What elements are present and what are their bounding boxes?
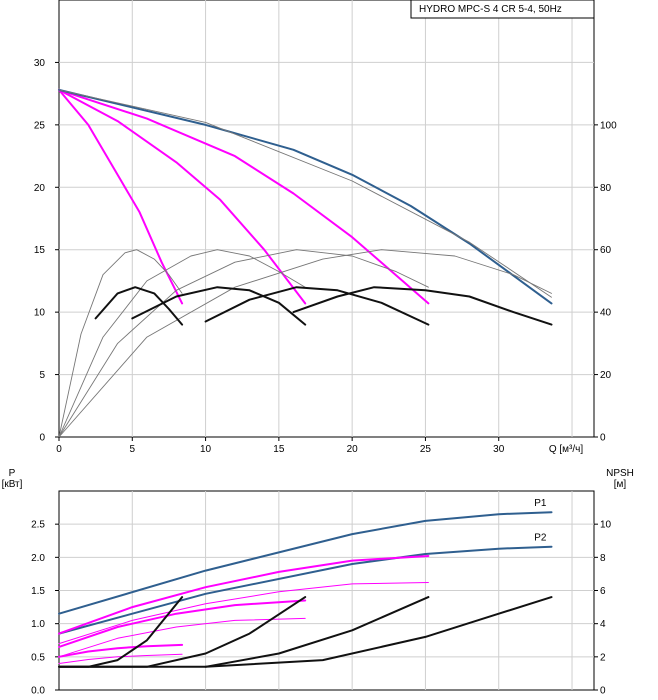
panel0-y-left-tick-label: 10 [34,308,46,319]
panel0-y-right-tick-label: 60 [600,245,612,256]
chart-title: HYDRO MPC-S 4 CR 5-4, 50Hz [419,4,562,15]
panel1-y-left-tick-label: 2.0 [31,553,45,564]
panel1-y-right-label: NPSH [606,468,634,479]
panel0-x-label: Q [м³/ч] [549,444,584,455]
panel1-power-curve-3 [58,582,429,645]
panel1-series-label-p1: P1 [534,498,547,509]
panel0-eta-curve-9 [94,286,184,326]
panel0-y-left-tick-label: 5 [39,370,45,381]
panel0-y-left-tick-label: 0 [39,433,45,444]
panel0-eta-curve-10 [131,286,307,326]
panel0-x-tick-label: 0 [56,444,62,455]
panel1-power-curve-0 [58,511,553,615]
panel1-y-right-tick-label: 10 [600,520,612,531]
panel0-head-curve-0 [58,88,184,305]
panel0-head-curve-1 [58,88,307,305]
panel1-npsh-curve-10 [58,596,430,668]
panel1-y-right-tick-label: 6 [600,586,606,597]
title-box [410,0,595,19]
panel0-y-right-tick-label: 100 [600,120,617,131]
panel0-x-tick-label: 25 [420,444,432,455]
panel1-y-left-label: P [9,468,16,479]
panel0-eta-curve-12 [292,286,553,326]
panel1-power-curve-4 [58,599,307,648]
panel0-x-tick-label: 20 [347,444,359,455]
panel0-y-left-tick-label: 15 [34,245,46,256]
panel0-x-tick-label: 10 [200,444,212,455]
panel1-y-right-tick-label: 8 [600,553,606,564]
panel0-y-right-tick-label: 20 [600,370,612,381]
panel0-eta-curve-11 [204,286,430,326]
panel0-x-tick-label: 15 [273,444,285,455]
panel1-y-right-tick-label: 4 [600,619,606,630]
panel0-eta-curve-8 [58,249,552,438]
panel1-y-left-tick-label: 0.0 [31,686,45,697]
panel1-y-right-tick-label: 0 [600,686,606,697]
panel1-y-right-unit: [м] [614,479,627,490]
panel0-eta-curve-5 [58,249,183,438]
panel1-power-curve-5 [58,617,306,658]
panel1-power-curve-2 [58,555,430,635]
panel0-eta-curve-6 [58,249,306,438]
panel0-head-curve-2 [58,88,430,305]
panel0-y-right-tick-label: 40 [600,308,612,319]
panel1-y-left-tick-label: 1.5 [31,586,45,597]
panel1-y-left-unit: [кВт] [2,479,23,490]
panel1-npsh-curve-11 [204,596,553,668]
panel0-head-curve-4 [58,89,552,298]
panel0-y-right-tick-label: 0 [600,433,606,444]
panel1-y-right-tick-label: 2 [600,652,606,663]
panel0-x-tick-label: 30 [493,444,505,455]
panel0-y-left-tick-label: 20 [34,183,46,194]
panel0-y-left-tick-label: 25 [34,120,46,131]
panel1-series-label-p2: P2 [534,533,547,544]
panel0-eta-curve-7 [58,249,429,438]
panel0-y-left-tick-label: 30 [34,58,46,69]
panel1-power-curve-6 [58,643,184,658]
panel0-y-right-tick-label: 80 [600,183,612,194]
panel0-x-tick-label: 5 [130,444,136,455]
panel1-power-curve-7 [58,653,183,664]
panel1-y-left-tick-label: 0.5 [31,652,45,663]
panel1-y-left-tick-label: 2.5 [31,520,45,531]
panel1-y-left-tick-label: 1.0 [31,619,45,630]
